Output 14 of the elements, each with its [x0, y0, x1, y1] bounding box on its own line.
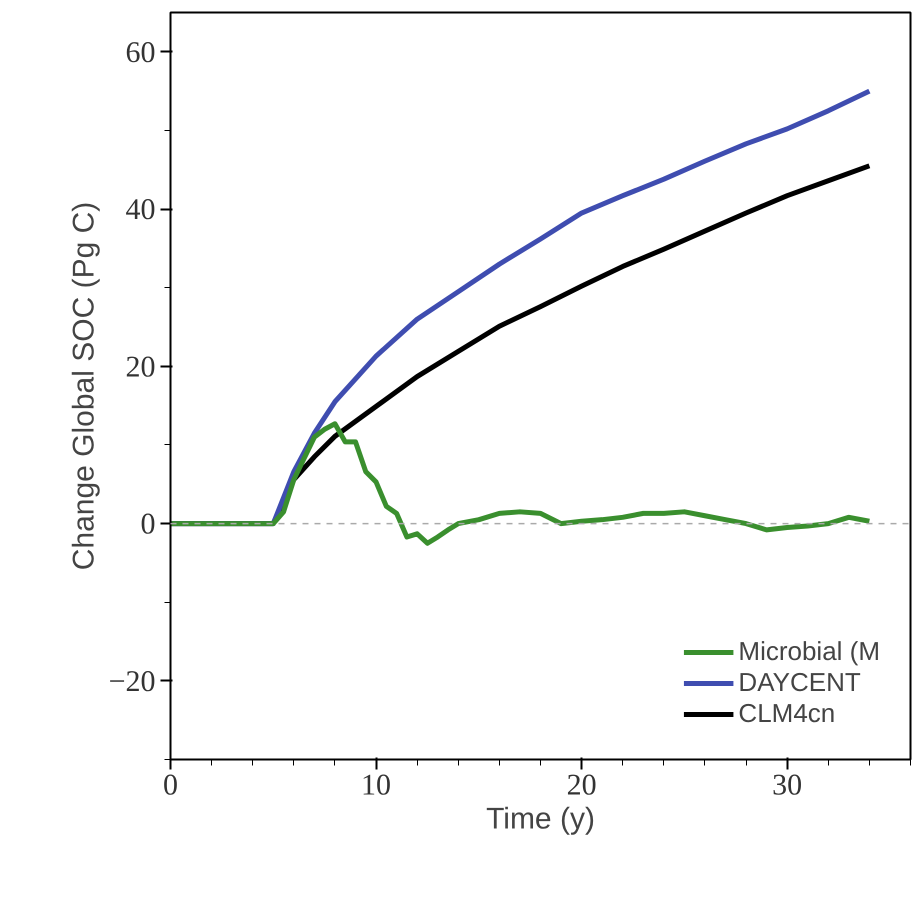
- x-tick-label: 20: [566, 768, 597, 802]
- y-tick-label: −20: [108, 664, 156, 698]
- x-axis-title: Time (y): [486, 802, 595, 836]
- legend-label: Microbial (M: [738, 636, 880, 667]
- x-tick-label: 30: [772, 768, 802, 802]
- y-tick-label: 0: [140, 508, 156, 541]
- legend-label: DAYCENT: [738, 667, 861, 698]
- y-axis-title: Change Global SOC (Pg C): [68, 202, 101, 570]
- legend-label: CLM4cn: [738, 698, 836, 729]
- x-tick-label: 0: [163, 768, 178, 802]
- x-tick-label: 10: [361, 768, 392, 802]
- y-tick-label: 60: [126, 36, 156, 69]
- y-tick-label: 40: [126, 193, 156, 226]
- y-tick-label: 20: [126, 350, 156, 384]
